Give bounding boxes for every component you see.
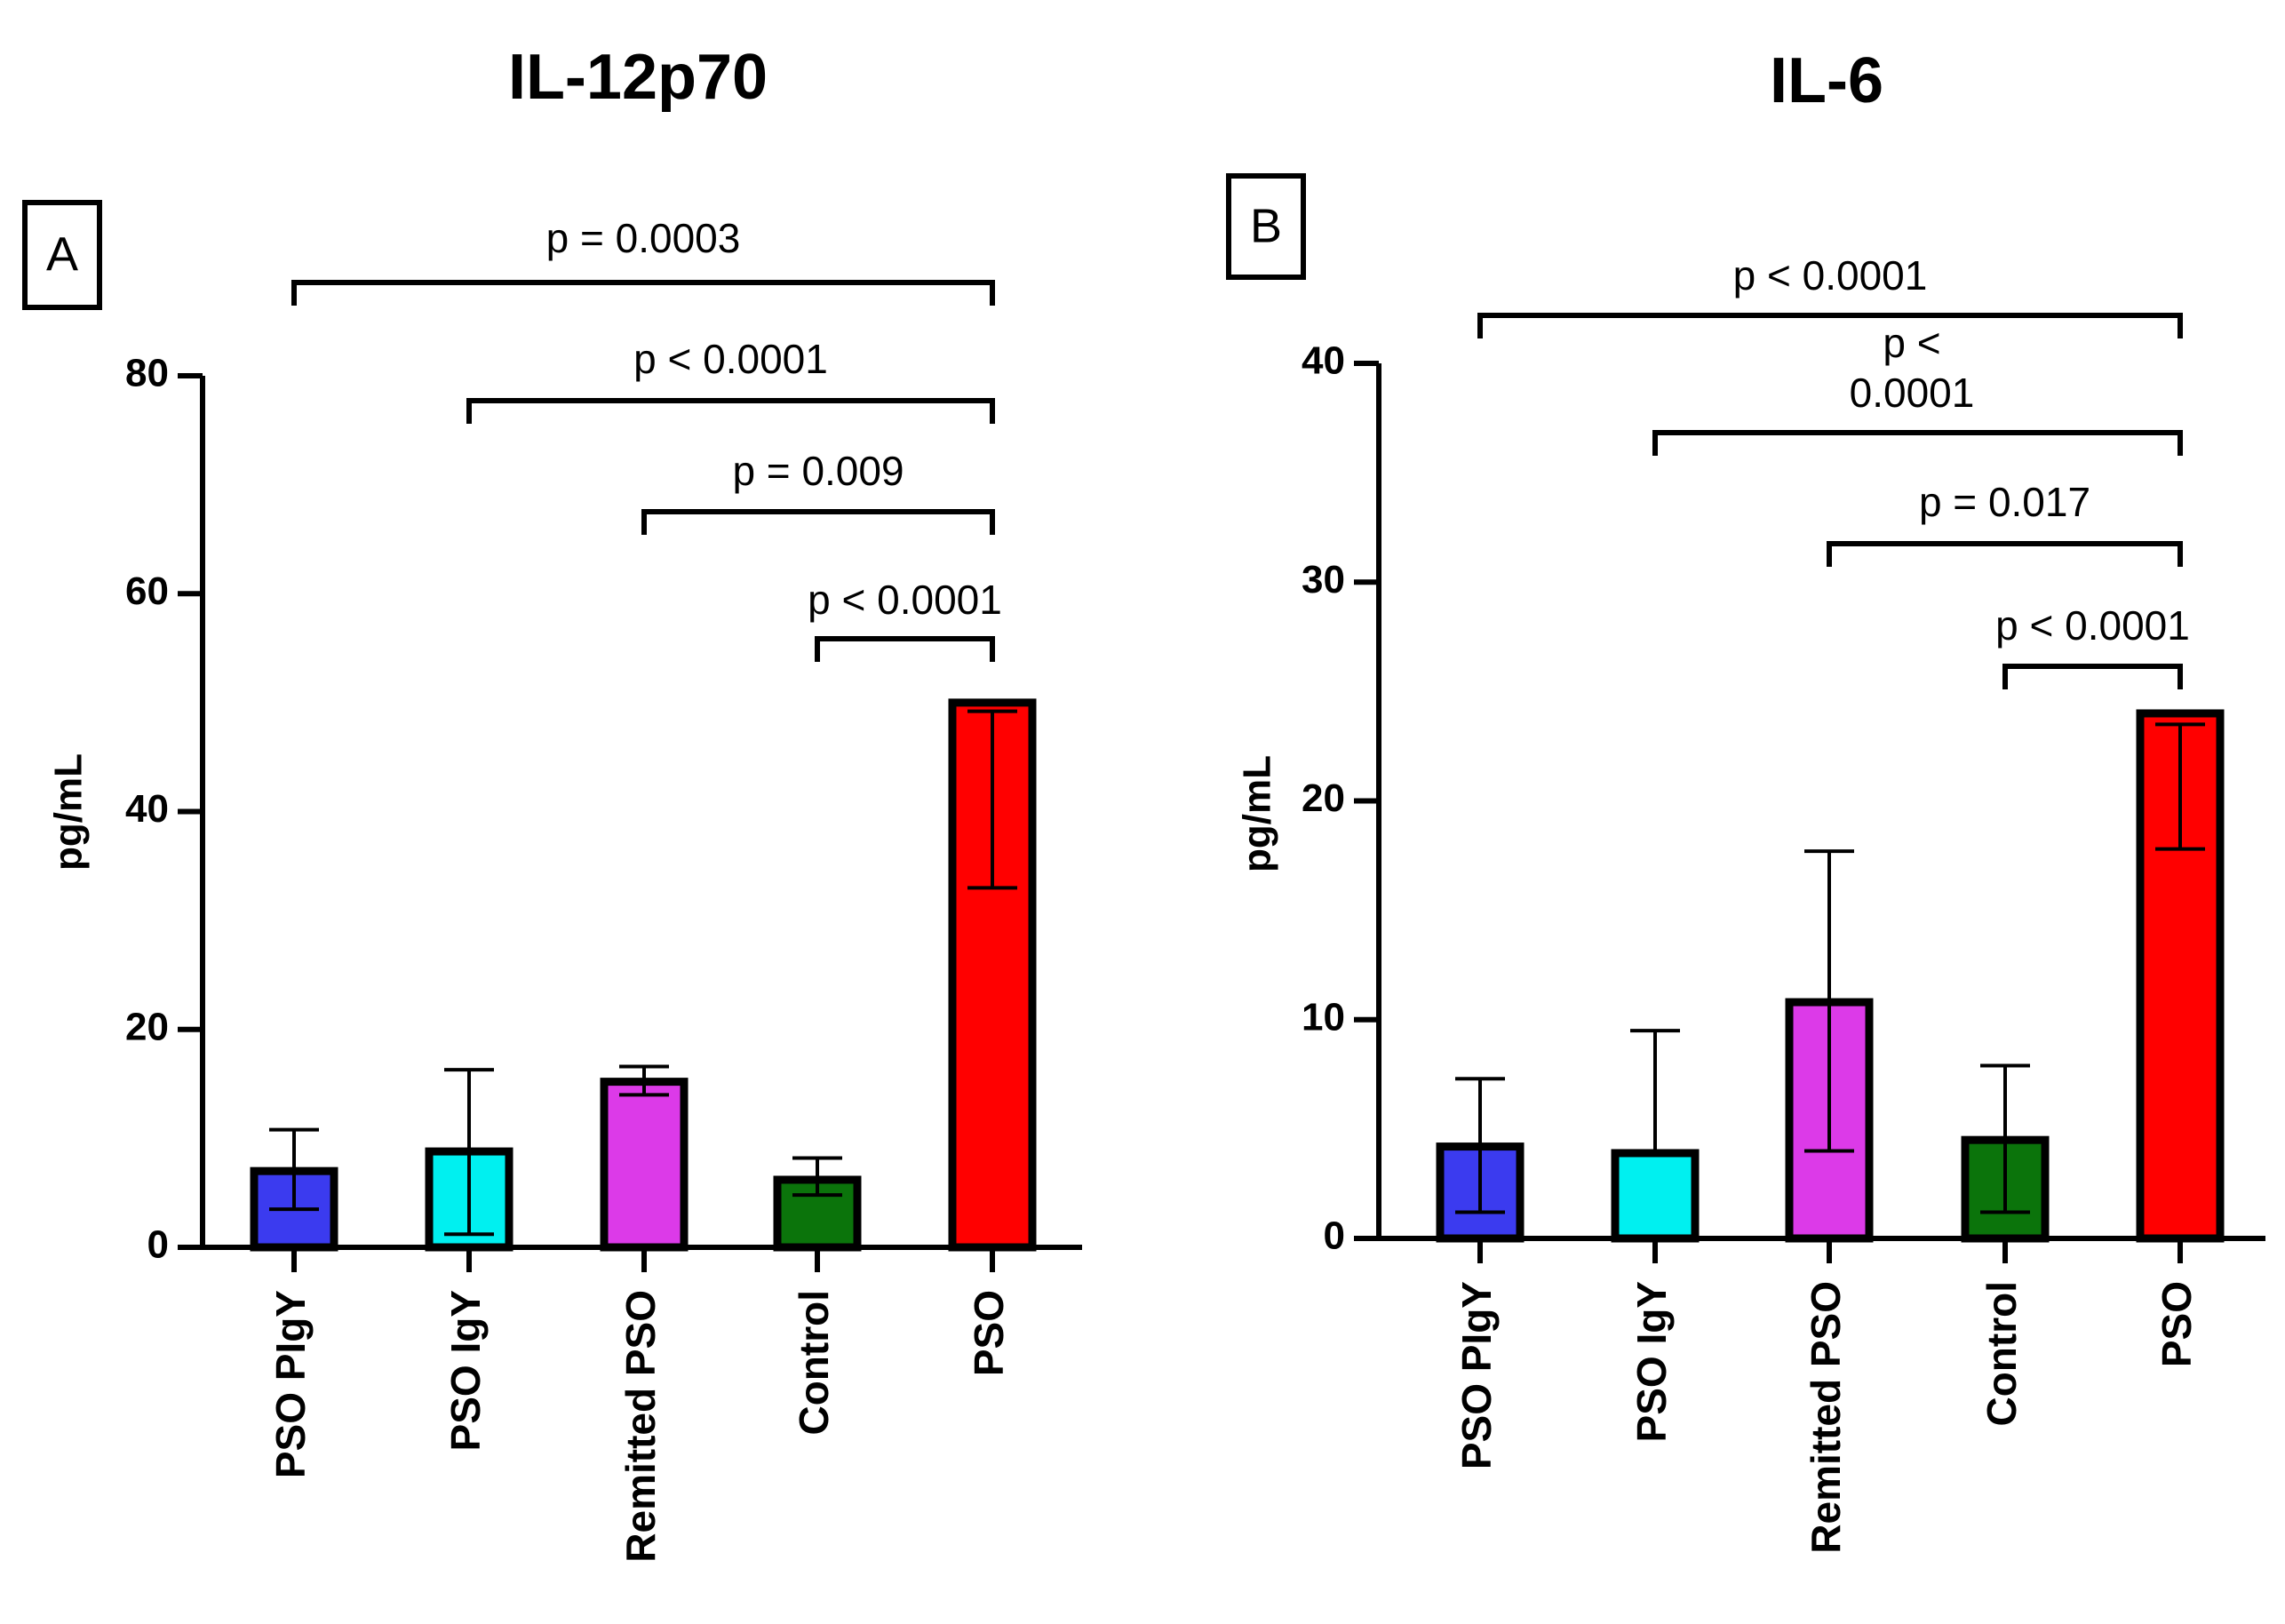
y-tick-label: 40 bbox=[125, 787, 169, 831]
panel-letter: A bbox=[46, 227, 78, 281]
significance-bracket bbox=[291, 280, 995, 306]
y-axis-label: pg/mL bbox=[47, 753, 91, 871]
p-value-label: p = 0.0003 bbox=[546, 215, 741, 261]
p-value-label: p < 0.0001 bbox=[633, 336, 828, 382]
category-label: PSO PIgY bbox=[1453, 1281, 1500, 1469]
y-tick-label: 60 bbox=[125, 569, 169, 613]
significance-bracket bbox=[466, 398, 995, 424]
category-label: PSO bbox=[966, 1290, 1012, 1376]
y-tick-label: 0 bbox=[1324, 1214, 1345, 1258]
p-value-line: 0.0001 bbox=[1850, 370, 1975, 416]
p-value-label: p < 0.0001 bbox=[1995, 602, 2190, 649]
category-label: PSO PIgY bbox=[267, 1290, 314, 1478]
y-tick-label: 10 bbox=[1302, 995, 1345, 1039]
panel-a-il12p70-chart: IL-12p70 Apg/mL 0 20 40 60 80 PSO PIgY PSO IgY Re… bbox=[22, 42, 1082, 1563]
chart-title: IL-6 bbox=[1770, 45, 1883, 116]
category-label: PSO bbox=[2154, 1281, 2200, 1367]
y-tick-label: 20 bbox=[1302, 776, 1345, 820]
panel-letter-box bbox=[1226, 173, 1306, 280]
y-tick-label: 80 bbox=[125, 352, 169, 395]
p-value-label: p = 0.017 bbox=[1919, 479, 2090, 525]
category-label: PSO IgY bbox=[1628, 1281, 1675, 1442]
significance-bracket bbox=[1477, 313, 2183, 338]
significance-bracket bbox=[1827, 541, 2183, 567]
p-value-label: p < 0.0001 bbox=[1733, 252, 1928, 299]
y-tick-label: 30 bbox=[1302, 558, 1345, 601]
category-label: PSO IgY bbox=[442, 1290, 489, 1451]
significance-bracket bbox=[641, 509, 995, 535]
category-label: Control bbox=[1978, 1281, 2025, 1427]
p-value-label: p <0.0001 bbox=[1850, 320, 1975, 416]
y-tick-label: 0 bbox=[147, 1223, 169, 1267]
bar bbox=[1611, 1149, 1700, 1243]
panel-letter: B bbox=[1250, 199, 1282, 252]
panel-letter-box bbox=[22, 200, 102, 310]
chart-title: IL-12p70 bbox=[508, 42, 768, 113]
category-label: Remitted PSO bbox=[1803, 1281, 1849, 1554]
p-value-line: p < bbox=[1883, 320, 1940, 366]
y-axis-label: pg/mL bbox=[1236, 755, 1279, 872]
significance-bracket bbox=[1652, 430, 2183, 456]
p-value-label: p = 0.009 bbox=[732, 448, 904, 494]
p-value-label: p < 0.0001 bbox=[808, 577, 1002, 623]
significance-bracket bbox=[815, 636, 995, 662]
significance-bracket bbox=[2002, 664, 2183, 689]
category-label: Control bbox=[791, 1290, 837, 1436]
panel-b-il6-chart: IL-6 Bpg/mL 0 10 20 30 40 PSO PIgY PSO IgY Remitt… bbox=[1226, 45, 2265, 1554]
y-tick-label: 20 bbox=[125, 1005, 169, 1048]
bar bbox=[600, 1078, 689, 1252]
y-tick-label: 40 bbox=[1302, 339, 1345, 383]
category-label: Remitted PSO bbox=[617, 1290, 664, 1563]
